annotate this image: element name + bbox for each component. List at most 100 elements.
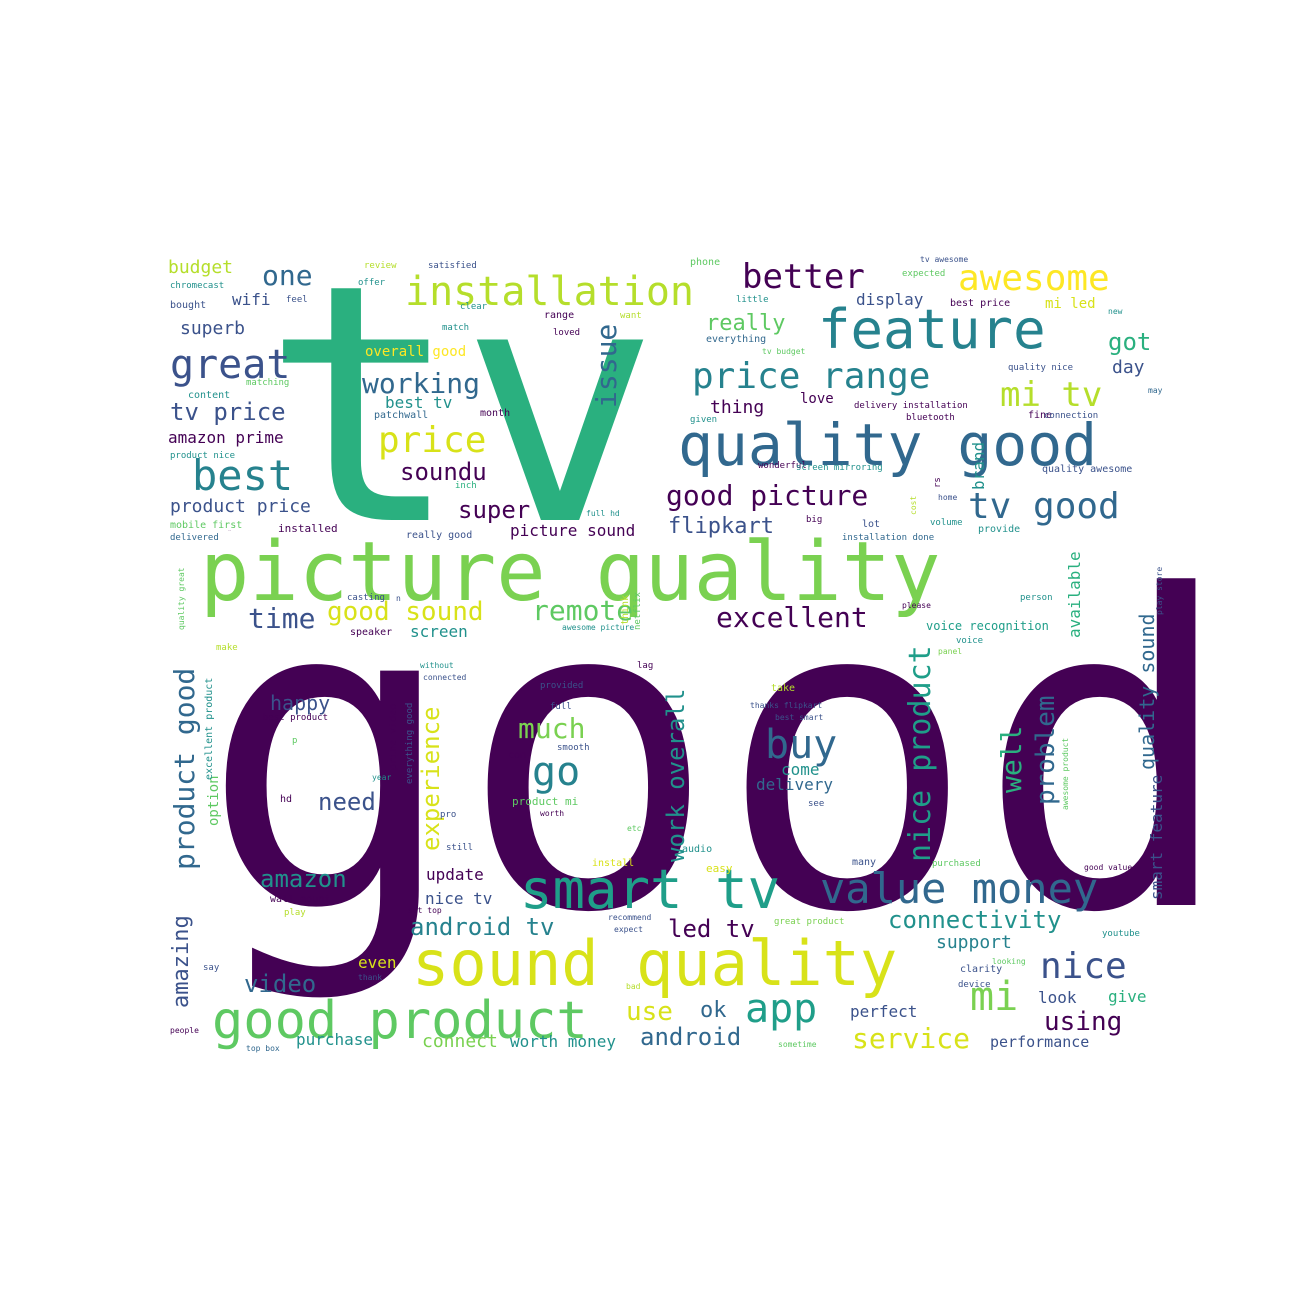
word-love: love [800, 391, 834, 407]
word-range: range [544, 310, 574, 321]
word-performance: performance [990, 1033, 1089, 1051]
word-looking: looking [992, 957, 1026, 966]
word-expect: expect [614, 925, 643, 934]
word-big: big [806, 515, 822, 525]
word-best-price: best price [950, 298, 1010, 309]
word-everything-good: everything good [405, 703, 415, 784]
word-tv: tv [262, 214, 659, 598]
word-nice-product: nice product [903, 645, 938, 862]
word-android: android [640, 1023, 741, 1051]
word-install: install [592, 858, 634, 869]
word-everything: everything [706, 334, 766, 345]
word-buy: buy [765, 722, 837, 768]
word-top-box: top box [246, 1044, 280, 1053]
word-wifi: wifi [232, 290, 271, 309]
word-android-tv: android tv [410, 913, 555, 941]
word-satisfied: satisfied [428, 261, 477, 271]
word-best-product: best product [263, 713, 328, 723]
word-volume: volume [930, 518, 963, 528]
word-delivered: delivered [170, 533, 219, 543]
word-happy: happy [270, 691, 330, 715]
word-delivery-installation: delivery installation [854, 401, 968, 411]
word-cost: cost [909, 496, 918, 515]
word-tv-budget: tv budget [762, 347, 806, 356]
word-brand: brand [969, 442, 988, 490]
word-quality-good: quality good [678, 411, 1097, 479]
word-tv-good: tv good [968, 486, 1120, 527]
word-loved: loved [553, 328, 580, 338]
word-person: person [1020, 593, 1053, 603]
word-well: well [995, 726, 1028, 793]
word-little: little [736, 295, 769, 305]
word-good: good [200, 507, 1236, 1007]
word-installation: installation [405, 269, 694, 315]
word-video: video [244, 970, 316, 998]
word-purchase: purchase [296, 1030, 373, 1049]
word-device: device [958, 980, 991, 990]
word-set-top: set top [408, 906, 442, 915]
word-thank: thank [358, 973, 382, 982]
word-given: given [690, 415, 717, 425]
word-bad: bad [626, 982, 641, 991]
word-really-good: really good [406, 530, 472, 541]
word-people: people [170, 1026, 199, 1035]
word-expected: expected [902, 269, 945, 279]
word-value-money: value money [820, 864, 1098, 913]
word-overall-good: overall good [365, 344, 466, 360]
word-picture-sound: picture sound [510, 521, 635, 540]
word-led-tv: led tv [668, 915, 755, 943]
word-rs: rs [933, 477, 943, 488]
word-nice: nice [1040, 946, 1127, 987]
word-one: one [262, 259, 313, 292]
word-still: still [446, 843, 473, 853]
word-netflix: netflix [633, 591, 643, 630]
word-audio: audio [682, 844, 712, 855]
word-without: without [420, 661, 454, 670]
word-con: con [508, 750, 526, 761]
word-see: see [808, 799, 824, 809]
word-worth-money: worth money [510, 1032, 616, 1051]
word-option: option [206, 775, 222, 826]
word-etc: etc [627, 824, 642, 833]
word-price-range: price range [692, 356, 930, 397]
word-super: super [458, 496, 530, 524]
word-excellent: excellent [716, 601, 868, 634]
word-panel: panel [938, 647, 962, 656]
word-mi-led: mi led [1045, 296, 1096, 312]
word-flipkart: flipkart [668, 514, 774, 539]
word-recommend: recommend [608, 913, 652, 922]
word-experience: experience [417, 707, 445, 852]
word-phone: phone [690, 257, 720, 268]
word-much: much [518, 712, 585, 745]
word-worth: worth [540, 809, 564, 818]
word-mi: mi [970, 974, 1018, 1020]
word-awesome-picture: awesome picture [562, 623, 634, 632]
word-quality-sound: quality sound [1135, 613, 1159, 770]
word-really: really [706, 311, 785, 336]
word-best-smart: best smart [775, 713, 823, 722]
word-take: take [771, 683, 795, 694]
word-match: match [442, 323, 469, 333]
word-want: want [620, 311, 642, 321]
word-play: play [284, 908, 306, 918]
word-youtube: youtube [1102, 929, 1140, 939]
word-work-overall: work overall [662, 689, 690, 862]
word-full-hd: full hd [586, 509, 620, 518]
word-month: month [480, 408, 510, 419]
word-fine: fine [1028, 410, 1052, 421]
word-give: give [1108, 987, 1147, 1006]
word-good-value: good value [1084, 863, 1132, 872]
word-offer: offer [358, 278, 386, 288]
word-quality-awesome: quality awesome [1042, 464, 1132, 475]
word-need: need [318, 788, 376, 816]
word-good-product: good product [212, 991, 588, 1051]
word-voice: voice [956, 636, 983, 646]
word-soundu: soundu [400, 458, 487, 486]
word-easy: easy [706, 862, 733, 875]
word-using: using [1044, 1007, 1122, 1037]
word-screen-mirroring: screen mirroring [796, 463, 883, 473]
word-available: available [1065, 551, 1084, 638]
word-product-nice: product nice [170, 451, 235, 461]
word-go: go [532, 749, 580, 795]
word-review: review [364, 261, 397, 271]
